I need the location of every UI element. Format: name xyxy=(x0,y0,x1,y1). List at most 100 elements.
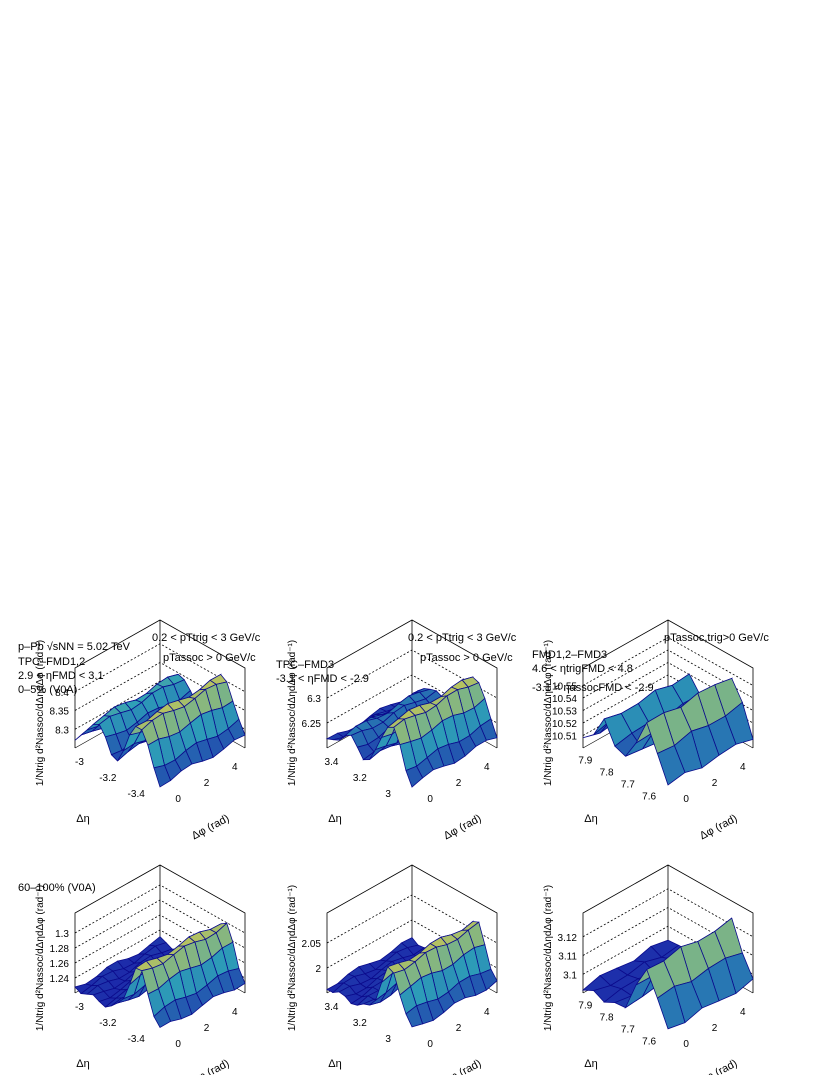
col2-name: FMD1,2–FMD3 xyxy=(532,649,607,662)
z-gridline xyxy=(582,649,754,699)
surface-cell xyxy=(405,765,424,788)
z-tick-label: 1.28 xyxy=(50,944,70,955)
y-tick-label: -3 xyxy=(75,757,84,768)
z-tick-label: 3.11 xyxy=(558,952,577,963)
z-axis-title: 1/Ntrig d²Nassoc/dΔηdΔφ (rad⁻¹) xyxy=(287,640,298,786)
x-axis-title: Δφ (rad) xyxy=(698,812,740,842)
y-axis-title: Δη xyxy=(584,813,597,825)
x-tick-label: 0 xyxy=(175,794,181,805)
y-tick-label: 7.8 xyxy=(600,768,614,779)
x-tick-label: 2 xyxy=(456,778,462,789)
surface-cell xyxy=(405,1005,424,1028)
z-gridline xyxy=(582,888,754,938)
z-tick-label: 8.4 xyxy=(55,688,69,699)
x-tick-label: 4 xyxy=(740,762,746,773)
y-tick-label: 3.4 xyxy=(325,1002,339,1013)
y-tick-label: -3.4 xyxy=(128,1034,146,1045)
z-axis-title: 1/Ntrig d²Nassoc/dΔηdΔφ (rad⁻¹) xyxy=(287,885,298,1031)
z-gridline xyxy=(582,662,754,711)
col2-eta2: -3.1 < ηassocFMD < -2.9 xyxy=(532,682,654,695)
col2-name-text: FMD1,2–FMD3 xyxy=(532,649,608,661)
z-axis-title: 1/Ntrig d²Nassoc/dΔηdΔφ (rad⁻¹) xyxy=(35,885,46,1031)
z-gridline xyxy=(74,662,246,711)
z-tick-label: 2 xyxy=(315,964,321,975)
col2-eta-text: 4.6 < ηtrigFMD < 4.8 xyxy=(532,663,633,675)
y-tick-label: 7.9 xyxy=(578,1001,592,1012)
z-gridline xyxy=(582,925,754,975)
x-axis-title: Δφ (rad) xyxy=(190,812,232,842)
x-tick-label: 0 xyxy=(683,794,689,805)
y-tick-label: -3.2 xyxy=(99,773,117,784)
y-axis-title: Δη xyxy=(76,813,89,825)
col0-name: TPC–FMD1,2 xyxy=(18,656,85,669)
x-tick-label: 4 xyxy=(232,1007,238,1018)
pt-cut-fmd-text: pTassoc,trig>0 GeV/c xyxy=(664,632,769,644)
pt-cut-trig-1: 0.2 < pTtrig < 3 GeV/c xyxy=(152,632,260,645)
y-tick-label: -3.4 xyxy=(128,789,146,800)
z-tick-label: 6.3 xyxy=(307,694,321,705)
z-gridline xyxy=(74,914,246,964)
col0-eta-text: 2.9 < ηFMD < 3.1 xyxy=(18,670,104,682)
z-tick-label: 10.51 xyxy=(552,732,577,743)
z-gridline xyxy=(74,643,246,693)
z-tick-label: 8.3 xyxy=(55,725,69,736)
surface-plot-4: 2 2.05 0 2 4 3.4 3.2 3 Δφ (rad) Δη 1/Ntrig d²Nasso… xyxy=(287,864,498,1080)
z-tick-label: 3.12 xyxy=(558,933,578,944)
surface-cell xyxy=(656,745,686,786)
x-tick-label: 0 xyxy=(427,794,433,805)
col0-eta: 2.9 < ηFMD < 3.1 xyxy=(18,670,104,683)
y-tick-label: 7.7 xyxy=(621,1025,635,1036)
col2-eta2-text: -3.1 < ηassocFMD < -2.9 xyxy=(532,682,654,694)
x-tick-label: 2 xyxy=(204,1023,210,1034)
z-axis-title: 1/Ntrig d²Nassoc/dΔηdΔφ (rad⁻¹) xyxy=(35,640,46,786)
y-tick-label: 3 xyxy=(385,789,391,800)
pt-cut-assoc-1-text: pTassoc > 0 GeV/c xyxy=(163,652,256,664)
y-tick-label: 7.9 xyxy=(578,756,592,767)
z-tick-label: 6.25 xyxy=(302,719,322,730)
x-tick-label: 2 xyxy=(712,778,718,789)
col1-eta-text: -3.1 < ηFMD < -2.9 xyxy=(276,673,369,685)
z-tick-label: 10.52 xyxy=(552,719,577,730)
z-gridline xyxy=(582,907,754,956)
pt-cut-assoc-2-text: pTassoc > 0 GeV/c xyxy=(420,652,513,664)
x-tick-label: 2 xyxy=(712,1023,718,1034)
surface-cell xyxy=(656,985,686,1030)
z-tick-label: 10.55 xyxy=(552,682,577,693)
x-tick-label: 0 xyxy=(683,1039,689,1050)
z-gridline xyxy=(582,637,754,686)
y-tick-label: 3.4 xyxy=(325,757,339,768)
system-label: p–Pb √sNN = 5.02 TeV xyxy=(18,641,130,654)
x-tick-label: 0 xyxy=(175,1039,181,1050)
x-tick-label: 2 xyxy=(456,1023,462,1034)
y-axis-title: Δη xyxy=(584,1058,597,1070)
y-tick-label: -3 xyxy=(75,1002,84,1013)
x-axis-title: Δφ (rad) xyxy=(190,1057,232,1075)
centrality-top: 0–5% (V0A) xyxy=(18,684,77,697)
z-gridline xyxy=(74,680,246,730)
x-axis-title: Δφ (rad) xyxy=(698,1057,740,1075)
pt-cut-assoc-1: pTassoc > 0 GeV/c xyxy=(163,652,256,665)
y-axis-title: Δη xyxy=(328,1058,341,1070)
x-axis-title: Δφ (rad) xyxy=(442,812,484,842)
z-gridline xyxy=(74,884,246,934)
col1-name: TPC–FMD3 xyxy=(276,659,334,672)
y-tick-label: 7.6 xyxy=(642,1037,656,1048)
pt-cut-assoc-2: pTassoc > 0 GeV/c xyxy=(420,652,513,665)
x-tick-label: 0 xyxy=(427,1039,433,1050)
centrality-top-text: 0–5% (V0A) xyxy=(18,684,78,696)
z-gridline xyxy=(74,899,246,949)
x-tick-label: 2 xyxy=(204,778,210,789)
x-tick-label: 4 xyxy=(232,762,238,773)
y-tick-label: 7.7 xyxy=(621,780,635,791)
system-label-text: p–Pb √sNN = 5.02 TeV xyxy=(18,641,130,653)
z-gridline xyxy=(326,919,498,969)
centrality-bottom-text: 60–100% (V0A) xyxy=(18,882,96,894)
y-axis-title: Δη xyxy=(76,1058,89,1070)
z-tick-label: 8.35 xyxy=(50,707,70,718)
x-tick-label: 4 xyxy=(740,1007,746,1018)
pt-cut-trig-2-text: 0.2 < pTtrig < 3 GeV/c xyxy=(408,632,517,644)
z-gridline xyxy=(74,929,246,979)
